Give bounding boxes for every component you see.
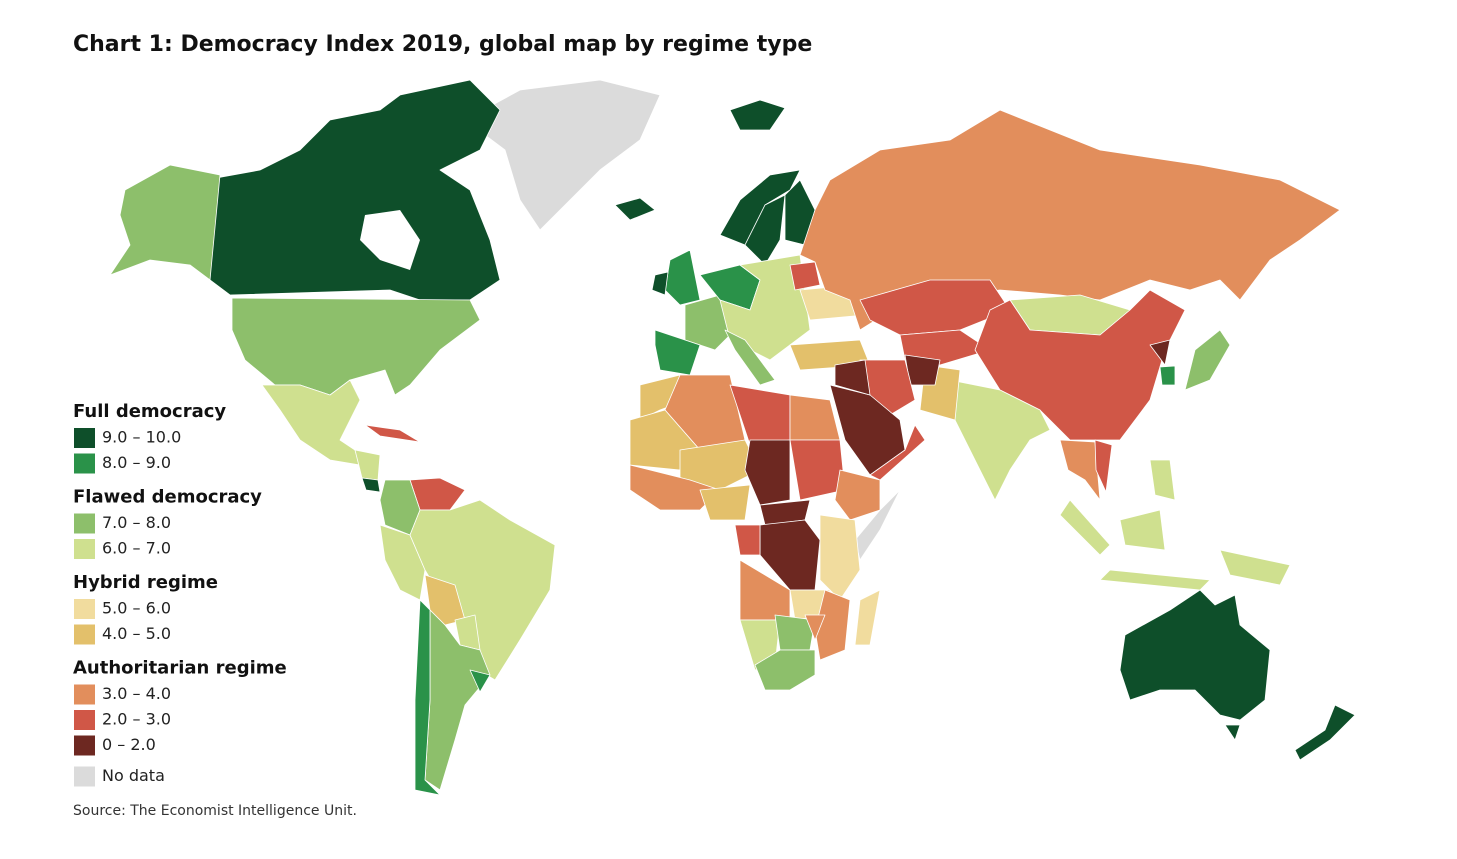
country — [414, 599, 441, 796]
legend-label: 4.0 – 5.0 — [102, 624, 171, 643]
world-map — [109, 79, 1356, 796]
country — [1159, 365, 1176, 386]
legend-group-title: Flawed democracy — [73, 487, 262, 508]
country — [469, 669, 491, 693]
country — [464, 79, 661, 231]
legend-label: 9.0 – 10.0 — [102, 428, 181, 447]
legend-label: 3.0 – 4.0 — [102, 684, 171, 703]
country — [361, 477, 381, 493]
country — [789, 394, 841, 441]
country — [854, 589, 881, 646]
country — [754, 649, 816, 691]
country — [834, 469, 881, 521]
legend-swatch — [74, 513, 95, 534]
country — [1224, 724, 1241, 741]
country — [654, 329, 701, 376]
country — [1099, 569, 1211, 591]
title: Chart 1: Democracy Index 2019, global ma… — [73, 32, 812, 57]
legend-swatch — [74, 624, 95, 645]
legend-swatch — [74, 539, 95, 559]
legend-label: 7.0 – 8.0 — [102, 513, 171, 532]
country — [1094, 439, 1113, 493]
legend-swatch — [74, 453, 95, 474]
country — [651, 271, 669, 296]
country — [854, 489, 901, 561]
legend-swatch — [74, 766, 95, 787]
source: Source: The Economist Intelligence Unit. — [73, 803, 357, 819]
country — [869, 424, 926, 481]
country — [614, 197, 656, 221]
country — [1059, 439, 1101, 501]
legend-label: 6.0 – 7.0 — [102, 539, 171, 558]
legend-swatch — [74, 428, 95, 448]
country — [1149, 339, 1171, 366]
country — [261, 379, 361, 466]
country — [859, 279, 1011, 336]
country — [1294, 704, 1356, 761]
legend-label: No data — [102, 766, 165, 785]
country — [699, 484, 751, 521]
country — [204, 79, 501, 301]
legend-label: 0 – 2.0 — [102, 735, 156, 754]
country — [424, 574, 466, 626]
country — [354, 449, 381, 481]
country — [1119, 509, 1166, 551]
country — [231, 297, 481, 396]
country — [664, 249, 701, 306]
country — [834, 359, 871, 396]
legend-swatch — [74, 599, 95, 619]
country — [804, 614, 826, 641]
country — [409, 499, 556, 681]
country — [1184, 329, 1231, 391]
country — [819, 514, 861, 601]
legend-swatch — [74, 684, 95, 705]
legend-label: 8.0 – 9.0 — [102, 453, 171, 472]
country — [899, 329, 991, 366]
country — [949, 379, 1051, 501]
legend-group-title: Hybrid regime — [73, 572, 218, 593]
legend: Full democracy 9.0 – 10.0 8.0 – 9.0 Flawed … — [73, 401, 287, 787]
hudson-bay — [360, 210, 420, 270]
country — [1059, 499, 1111, 556]
legend-swatch — [74, 710, 95, 730]
legend-group-title: Authoritarian regime — [73, 658, 287, 679]
country — [724, 329, 776, 386]
country — [734, 524, 761, 556]
country — [789, 261, 821, 291]
legend-label: 5.0 – 6.0 — [102, 599, 171, 618]
country — [629, 464, 721, 511]
country — [109, 164, 221, 281]
country — [1219, 549, 1291, 586]
country — [364, 424, 421, 443]
legend-label: 2.0 – 3.0 — [102, 710, 171, 729]
country — [744, 439, 791, 506]
country — [729, 99, 786, 131]
legend-group-title: Full democracy — [73, 401, 226, 422]
legend-swatch — [74, 735, 95, 756]
country — [679, 439, 761, 491]
country — [1119, 589, 1271, 721]
country — [1149, 459, 1176, 501]
